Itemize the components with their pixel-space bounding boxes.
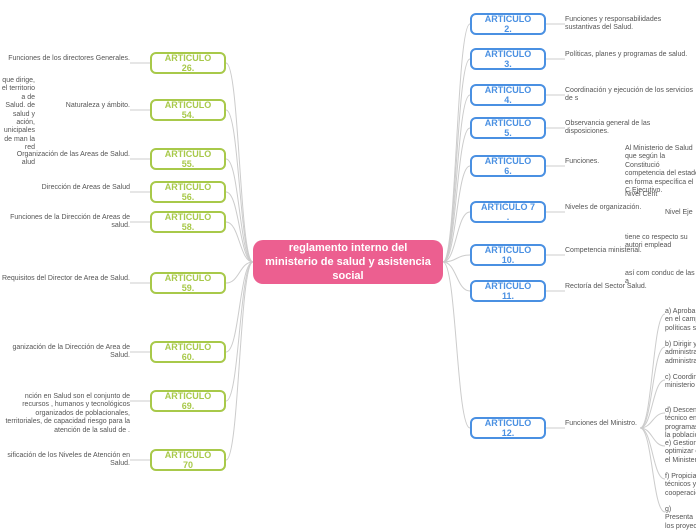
article-desc: Coordinación y ejecución de los servicio… [565,87,695,104]
article-desc: sificación de los Niveles de Atención en… [0,452,130,469]
center-title: reglamento interno del ministerio de sal… [261,241,435,284]
article-label: ARTICULO 2. [480,14,536,34]
article-node-left: ARTICULO 69. [150,390,226,412]
art12-sub-item: c) Coordin ministerio [665,374,696,391]
article-label: ARTICULO 55. [160,149,216,169]
article-extra: tiene co respecto su autori emplead [625,234,696,251]
article-desc: Funciones de los directores Generales. [0,55,130,63]
article-label: ARTICULO 11. [480,281,536,301]
article-node-left: ARTICULO 54. [150,99,226,121]
art12-sub-item: a) Aproba en el camp políticas s [665,308,696,333]
art12-sub-item: f) Propicia técnicos y cooperació [665,473,696,498]
article-node-right: ARTICULO 4. [470,84,546,106]
article-label: ARTICULO 12. [480,418,536,438]
article-label: ARTICULO 7 . [480,202,536,222]
art12-sub-item: g) Presenta los proyect [665,506,696,531]
article-label: ARTICULO 70 [160,450,216,470]
article-node-right: ARTICULO 2. [470,13,546,35]
article-label: ARTICULO 10. [480,245,536,265]
article-node-right: ARTICULO 3. [470,48,546,70]
article-node-right: ARTICULO 6. [470,155,546,177]
article-label: ARTICULO 60. [160,342,216,362]
article-node-right: ARTICULO 5. [470,117,546,139]
article-node-left: ARTICULO 60. [150,341,226,363]
art12-sub-item: e) Gestion optimizar e el Ministeri [665,440,696,465]
article-extra: así com conduc de las a [625,270,696,287]
article-label: ARTICULO 5. [480,118,536,138]
article-label: ARTICULO 59. [160,273,216,293]
article-desc: Funciones de la Dirección de Areas de sa… [0,214,130,231]
article-desc: nción en Salud son el conjunto de recurs… [0,393,130,435]
article-extra: alud [0,159,35,167]
article-desc: Funciones y responsabilidades sustantiva… [565,16,695,33]
article-node-left: ARTICULO 26. [150,52,226,74]
article-desc: Políticas, planes y programas de salud. [565,51,695,59]
article-extra2: Nivel Eje [665,209,696,217]
article-label: ARTICULO 54. [160,100,216,120]
center-node: reglamento interno del ministerio de sal… [253,240,443,284]
article-extra: que dirige, el territorio a de Salud. de… [0,77,35,153]
article-label: ARTICULO 69. [160,391,216,411]
article-extra: Nivel Cent [625,191,696,199]
article-desc: Dirección de Areas de Salud [0,184,130,192]
article-label: ARTICULO 56. [160,182,216,202]
article-desc: ganización de la Dirección de Area de Sa… [0,344,130,361]
article-node-left: ARTICULO 55. [150,148,226,170]
article-label: ARTICULO 6. [480,156,536,176]
art12-sub-item: d) Descent técnico en programas la pobla… [665,407,696,441]
article-label: ARTICULO 26. [160,53,216,73]
article-node-left: ARTICULO 56. [150,181,226,203]
article-label: ARTICULO 58. [160,212,216,232]
article-node-left: ARTICULO 58. [150,211,226,233]
article-label: ARTICULO 4. [480,85,536,105]
article-node-right: ARTICULO 7 . [470,201,546,223]
article-desc: Observancia general de las disposiciones… [565,120,695,137]
article-node-left: ARTICULO 70 [150,449,226,471]
article-node-right: ARTICULO 11. [470,280,546,302]
article-node-right: ARTICULO 10. [470,244,546,266]
article-node-left: ARTICULO 59. [150,272,226,294]
article-node-right: ARTICULO 12. [470,417,546,439]
article-extra: Al Ministerio de Salud que según la Cons… [625,145,696,195]
article-label: ARTICULO 3. [480,49,536,69]
article-desc: Requisitos del Director de Area de Salud… [0,275,130,283]
art12-sub-item: b) Dirigir y administra administra [665,341,696,366]
